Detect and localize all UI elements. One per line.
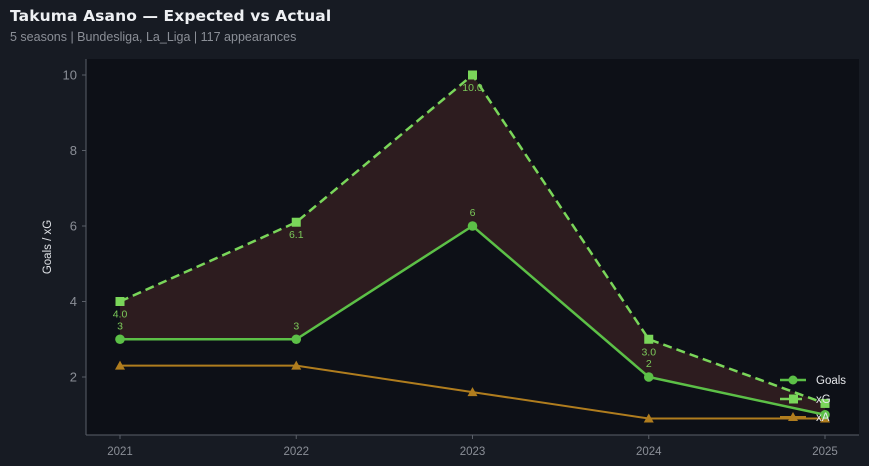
x-tick-label: 2022 [283,446,309,458]
x-tick-label: 2024 [636,446,662,458]
legend-goals-icon [788,375,798,385]
legend-goals-label: Goals [816,375,846,387]
xa-marker-triangle-icon [643,413,654,423]
x-tick-label: 2025 [812,446,838,458]
goals-value-label: 2 [646,358,652,370]
x-tick-label: 2023 [460,446,486,458]
xg-marker-square-icon [820,398,830,408]
goals-marker-circle-icon [115,334,125,345]
goals-value-label: 3 [293,320,299,332]
xg-value-label: 4.0 [113,309,128,321]
goals-value-label: 3 [117,320,123,332]
goals-xg-gap-fill [120,75,825,415]
legend: Goals xG xA [780,375,846,424]
axes: 2 4 6 8 10 2021 2022 2023 2024 2025 [63,59,859,458]
goals-marker-circle-icon [291,334,302,345]
xg-value-label: 3.0 [641,346,656,358]
fill-area [120,75,825,415]
xa-marker-triangle-icon [115,360,125,370]
xa-marker-triangle-icon [291,360,302,370]
y-tick-label: 10 [63,68,77,83]
xg-value-label: 6.1 [289,229,304,241]
xg-marker-square-icon [291,217,301,227]
xa-marker-triangle-icon [467,387,478,397]
chart-title: Takuma Asano — Expected vs Actual [10,7,332,25]
legend-xa-label: xA [816,412,830,424]
y-axis-label: Goals / xG [42,220,54,274]
chart-subtitle: 5 seasons | Bundesliga, La_Liga | 117 ap… [10,30,297,44]
x-tick-label: 2021 [107,446,133,458]
y-tick-label: 8 [70,143,77,158]
goals-marker-circle-icon [467,221,478,231]
y-tick-label: 6 [70,219,77,234]
series [115,70,830,423]
xg-marker-square-icon [468,70,477,80]
y-tick-label: 4 [70,294,77,309]
xg-marker-square-icon [644,334,654,344]
legend-xg-label: xG [816,394,831,406]
goals-marker-circle-icon [820,409,830,420]
goals-marker-circle-icon [643,372,654,382]
data-labels: 3 3 6 2 4.0 6.1 10.0 3.0 [113,82,657,370]
goals-value-label: 6 [470,207,476,219]
y-tick-label: 2 [70,370,77,385]
xg-value-label: 10.0 [462,82,483,94]
legend-xg-icon [789,394,798,404]
legend-xa-icon [788,412,798,421]
xg-marker-square-icon [115,297,125,306]
